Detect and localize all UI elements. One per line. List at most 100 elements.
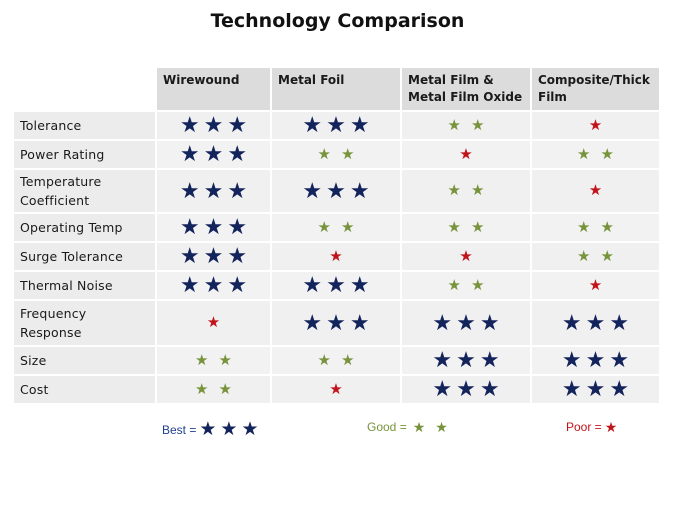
star-icon: ★ bbox=[179, 214, 200, 239]
star-icon: ★ bbox=[203, 141, 224, 166]
star-icon: ★ bbox=[227, 177, 248, 203]
table-row: Size ★ ★ ★ ★ ★ ★ ★ ★ ★ ★ bbox=[14, 347, 661, 376]
star-icon: ★ bbox=[341, 218, 355, 236]
table-row: Power Rating ★ ★ ★ ★ ★ ★ ★ ★ bbox=[14, 141, 661, 170]
legend-good-stars: ★ ★ bbox=[410, 420, 451, 434]
star-icon: ★ bbox=[302, 272, 323, 297]
star-icon: ★ bbox=[479, 309, 500, 335]
star-icon: ★ bbox=[432, 376, 453, 401]
star-icon: ★ bbox=[471, 218, 485, 236]
star-icon: ★ bbox=[203, 112, 224, 137]
rating-cell: ★ ★ ★ bbox=[272, 170, 402, 214]
star-icon: ★ bbox=[317, 218, 331, 236]
star-icon: ★ bbox=[349, 177, 370, 203]
rating-cell: ★ ★ ★ bbox=[272, 272, 402, 301]
table-row: Tolerance ★ ★ ★ ★ ★ ★ ★ ★ ★ bbox=[14, 112, 661, 141]
star-icon: ★ bbox=[227, 112, 248, 137]
star-icon: ★ bbox=[412, 419, 426, 435]
star-icon: ★ bbox=[179, 177, 200, 203]
star-icon: ★ bbox=[329, 380, 343, 398]
star-icon: ★ bbox=[447, 182, 461, 199]
rating-cell: ★ ★ ★ bbox=[402, 301, 532, 347]
star-icon: ★ bbox=[609, 347, 630, 372]
star-icon: ★ bbox=[195, 351, 209, 369]
star-icon: ★ bbox=[600, 145, 614, 163]
header-row: Wirewound Metal Foil Metal Film & Metal … bbox=[14, 68, 661, 112]
table-row: Cost ★ ★ ★ ★ ★ ★ ★ ★ ★ bbox=[14, 376, 661, 405]
rating-cell: ★ ★ ★ bbox=[157, 170, 272, 214]
star-icon: ★ bbox=[447, 116, 461, 134]
star-icon: ★ bbox=[326, 112, 346, 137]
table-row: Thermal Noise ★ ★ ★ ★ ★ ★ ★ ★ ★ bbox=[14, 272, 661, 301]
column-header-metal-film: Metal Film & Metal Film Oxide bbox=[402, 68, 532, 112]
star-icon: ★ bbox=[203, 177, 224, 203]
row-label: Cost bbox=[14, 376, 157, 405]
rating-cell: ★ ★ ★ bbox=[532, 376, 661, 405]
star-icon: ★ bbox=[349, 272, 370, 297]
star-icon: ★ bbox=[471, 276, 485, 294]
legend-poor-stars: ★ bbox=[605, 420, 618, 434]
star-icon: ★ bbox=[218, 351, 232, 369]
corner-cell bbox=[14, 68, 157, 112]
rating-cell: ★ ★ ★ bbox=[402, 376, 532, 405]
rating-cell: ★ ★ ★ bbox=[402, 347, 532, 376]
rating-cell: ★ ★ ★ bbox=[157, 141, 272, 170]
star-icon: ★ bbox=[479, 347, 500, 372]
row-label: Thermal Noise bbox=[14, 272, 157, 301]
rating-cell: ★ ★ ★ bbox=[157, 112, 272, 141]
star-icon: ★ bbox=[317, 351, 331, 369]
star-icon: ★ bbox=[203, 243, 224, 268]
star-icon: ★ bbox=[588, 182, 603, 199]
star-icon: ★ bbox=[227, 243, 248, 268]
star-icon: ★ bbox=[600, 218, 614, 236]
rating-cell: ★ ★ ★ bbox=[272, 301, 402, 347]
rating-cell: ★ ★ bbox=[402, 214, 532, 243]
star-icon: ★ bbox=[604, 419, 618, 435]
rating-cell: ★ ★ bbox=[402, 272, 532, 301]
rating-cell: ★ ★ bbox=[157, 376, 272, 405]
row-label: Size bbox=[14, 347, 157, 376]
rating-cell: ★ ★ ★ bbox=[157, 214, 272, 243]
star-icon: ★ bbox=[326, 177, 346, 203]
star-icon: ★ bbox=[577, 145, 591, 163]
legend-poor: Poor = ★ bbox=[566, 420, 617, 434]
star-icon: ★ bbox=[471, 116, 485, 134]
star-icon: ★ bbox=[195, 380, 209, 398]
star-icon: ★ bbox=[432, 309, 453, 335]
rating-cell: ★ ★ bbox=[532, 243, 661, 272]
rating-cell: ★ bbox=[402, 243, 532, 272]
star-icon: ★ bbox=[179, 141, 200, 166]
legend-good: Good = ★ ★ bbox=[367, 420, 451, 434]
legend-best: Best = ★ ★ ★ bbox=[162, 420, 259, 439]
star-icon: ★ bbox=[199, 419, 217, 440]
star-icon: ★ bbox=[577, 218, 591, 236]
star-icon: ★ bbox=[203, 214, 224, 239]
rating-cell: ★ bbox=[272, 376, 402, 405]
column-header-composite: Composite/Thick Film bbox=[532, 68, 661, 112]
star-icon: ★ bbox=[227, 214, 248, 239]
table-row: Temperature Coefficient ★ ★ ★ ★ ★ ★ ★ ★ ★ bbox=[14, 170, 661, 214]
star-icon: ★ bbox=[479, 376, 500, 401]
star-icon: ★ bbox=[459, 145, 473, 163]
star-icon: ★ bbox=[203, 272, 224, 297]
rating-cell: ★ ★ ★ bbox=[532, 347, 661, 376]
star-icon: ★ bbox=[609, 309, 630, 335]
row-label: Tolerance bbox=[14, 112, 157, 141]
page-title: Technology Comparison bbox=[210, 10, 465, 32]
legend-best-label: Best = bbox=[162, 422, 197, 437]
rating-cell: ★ bbox=[532, 112, 661, 141]
rating-cell: ★ bbox=[402, 141, 532, 170]
rating-cell: ★ ★ ★ bbox=[272, 112, 402, 141]
star-icon: ★ bbox=[588, 276, 603, 294]
star-icon: ★ bbox=[206, 314, 221, 331]
row-label: Power Rating bbox=[14, 141, 157, 170]
star-icon: ★ bbox=[218, 380, 232, 398]
row-label: Operating Temp bbox=[14, 214, 157, 243]
comparison-table: Wirewound Metal Foil Metal Film & Metal … bbox=[14, 68, 661, 405]
table-row: Operating Temp ★ ★ ★ ★ ★ ★ ★ ★ ★ bbox=[14, 214, 661, 243]
star-icon: ★ bbox=[585, 309, 606, 335]
star-icon: ★ bbox=[179, 112, 200, 137]
rating-cell: ★ ★ bbox=[272, 347, 402, 376]
star-icon: ★ bbox=[459, 247, 473, 265]
star-icon: ★ bbox=[302, 309, 323, 335]
